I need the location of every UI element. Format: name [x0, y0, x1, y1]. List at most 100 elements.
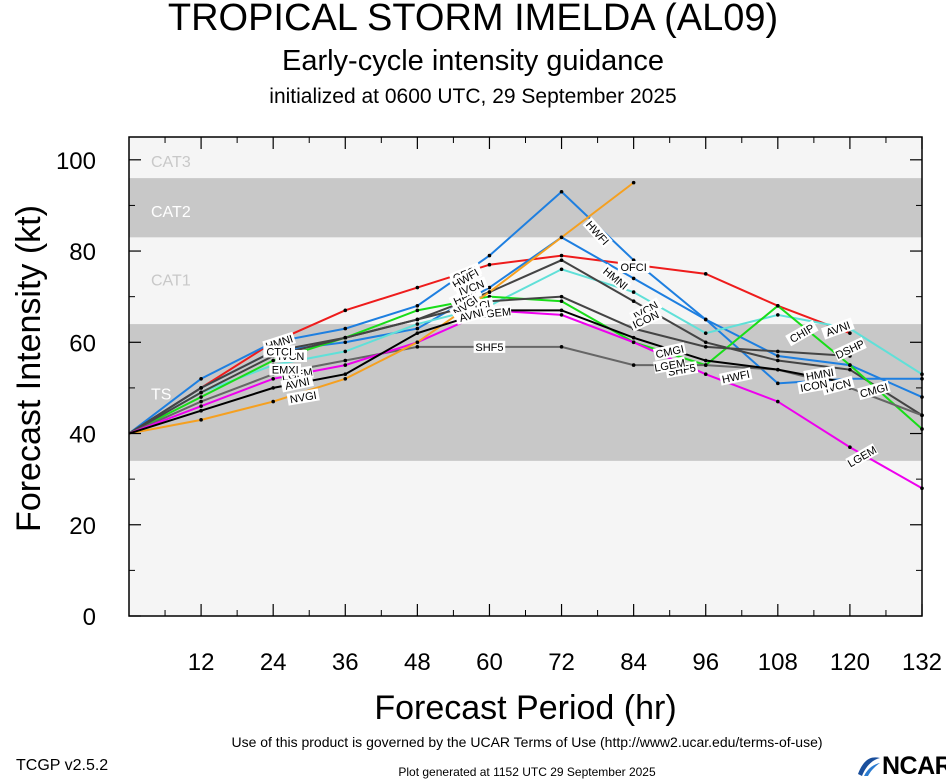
ncar-logo: NCAR [856, 752, 946, 780]
model-label-text: LGEM [653, 357, 686, 374]
model-label-bg [617, 261, 650, 274]
x-axis-title: Forecast Period (hr) [374, 689, 676, 727]
model-label-bg [473, 340, 506, 353]
x-tick-label: 12 [188, 649, 215, 676]
series-line-hwfi [128, 190, 922, 435]
data-point-avni [271, 386, 275, 390]
data-point-hwfi [559, 189, 564, 194]
band-label-cat1: CAT1 [151, 272, 191, 289]
data-point-shf5 [703, 363, 708, 367]
data-point-dshp [199, 390, 203, 395]
data-point-hmni [703, 317, 708, 322]
series-line-lgem [128, 309, 923, 490]
band-cat2 [129, 178, 922, 238]
data-point-ctci [848, 363, 852, 367]
data-point-hmni [631, 276, 636, 281]
y-tick-label: 80 [69, 239, 96, 266]
axes: 12 24 36 48 60 72 84 96 108 120 132 0 20 40 60 80 100 For… [10, 136, 942, 727]
model-label-text: LGEM [479, 306, 511, 321]
data-point-shf5 [415, 345, 420, 349]
x-tick-label: 48 [404, 649, 431, 676]
data-point-hmni [343, 340, 348, 345]
model-label-bg [820, 317, 855, 340]
data-point-dshp [559, 294, 564, 299]
model-label-text: EMXI [272, 365, 299, 377]
data-point-lgem [631, 340, 636, 345]
series-line-hfip [128, 268, 923, 435]
data-point-dshp [776, 349, 780, 354]
model-label-bg [263, 345, 295, 358]
x-tick-label: 60 [476, 649, 503, 676]
data-point-lgem [848, 445, 852, 450]
data-point-ofci [415, 285, 420, 290]
data-point-lgem [271, 376, 275, 381]
x-tick-label: 108 [758, 649, 798, 676]
model-label-bg [269, 363, 301, 376]
model-label-text: NVGI [289, 390, 318, 406]
y-tick-label: 100 [56, 148, 96, 175]
data-point-lgem [703, 372, 708, 377]
data-point-hfip [559, 267, 564, 272]
data-point-ofci [848, 331, 852, 335]
data-point-ofci [343, 308, 348, 313]
data-point-ctci [415, 308, 420, 313]
data-point-nvgi [559, 235, 564, 240]
band-label-cat2: CAT2 [151, 204, 191, 221]
terms-of-use: Use of this product is governed by the U… [231, 734, 823, 750]
data-point-hfip [631, 290, 636, 294]
series-line-nvgi [128, 181, 635, 435]
data-point-nvgi [343, 376, 348, 381]
ncar-logo-text: NCAR [882, 751, 946, 780]
band-cat3 [129, 137, 922, 179]
data-point-lgem [559, 313, 564, 317]
band-below-ts [129, 460, 922, 616]
data-point-lgem [343, 363, 348, 367]
model-label: CTCI [263, 345, 295, 358]
data-point-hmni [776, 354, 780, 358]
x-tick-label: 24 [260, 649, 287, 676]
model-label-bg [797, 376, 831, 395]
model-label-bg [719, 367, 753, 386]
data-point-nvgi [631, 180, 636, 185]
data-point-hfip [415, 322, 420, 326]
y-tick-label: 40 [69, 422, 96, 449]
model-label-bg [454, 305, 489, 325]
ncar-swoosh-icon [858, 757, 880, 776]
model-label: CMGI [652, 342, 687, 362]
data-point-ivcn [199, 386, 203, 390]
data-point-nvgi [487, 290, 492, 294]
y-axis-title: Forecast Intensity (kt) [10, 205, 48, 532]
data-point-lgem [199, 404, 203, 408]
data-point-dshp [703, 345, 708, 349]
band-label-cat3: CAT3 [151, 154, 191, 171]
chart-title: TROPICAL STORM IMELDA (AL09) [167, 0, 779, 39]
version-label: TCGP v2.5.2 [16, 757, 109, 774]
data-point-avni [776, 367, 780, 372]
model-label-bg [845, 443, 879, 470]
model-label-bg [448, 265, 483, 292]
data-point-hwfi [776, 381, 780, 386]
model-label-text: CTCI [266, 346, 292, 358]
data-point-ctci [271, 358, 275, 363]
data-point-ctci [199, 395, 203, 399]
model-label-text: SHF5 [475, 342, 503, 354]
y-tick-label: 20 [69, 513, 96, 540]
model-label-bg [653, 356, 687, 374]
chart-subtitle: Early-cycle intensity guidance [281, 45, 664, 77]
model-label-bg [286, 388, 320, 406]
data-point-avni [703, 358, 708, 363]
generated-time: Plot generated at 1152 UTC 29 September … [398, 765, 656, 779]
data-point-avni [343, 372, 348, 377]
y-tick-label: 60 [69, 330, 96, 357]
model-label-text: CMGI [655, 344, 686, 362]
data-point-ofci [703, 272, 708, 276]
x-tick-label: 84 [620, 649, 647, 676]
model-label-text: HWFI [721, 369, 751, 387]
model-label: AVNI [280, 374, 314, 393]
model-label: NVGI [286, 388, 320, 406]
data-point-ofci [559, 253, 564, 258]
model-label: LGEM [653, 356, 687, 375]
data-point-shf5 [343, 358, 348, 363]
y-tick-label: 0 [83, 604, 96, 631]
